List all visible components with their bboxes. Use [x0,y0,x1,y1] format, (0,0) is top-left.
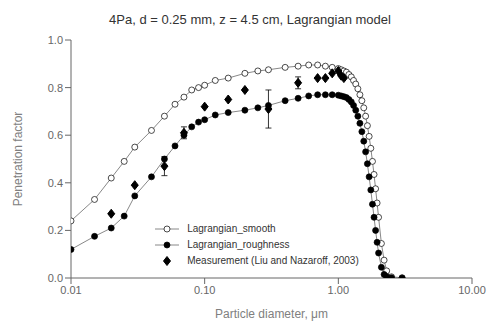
svg-text:Particle diameter, μm: Particle diameter, μm [215,307,328,321]
svg-text:0.6: 0.6 [48,129,63,141]
html-text:4Pa, d = 0.25 mm, z = 4.5 cm,: 4Pa, d = 0.25 mm, z = 4.5 cm, Lagrangian… [109,12,391,27]
svg-text:0.0: 0.0 [48,272,63,284]
html-text:Lagrangian_smooth: Lagrangian_smooth [187,223,276,234]
html-text:Measurement (Liu and Nazaroff,: Measurement (Liu and Nazaroff, 2003) [187,255,359,266]
svg-text:0.01: 0.01 [60,284,81,296]
svg-text:10.00: 10.00 [458,284,486,296]
svg-text:0.10: 0.10 [194,284,215,296]
svg-text:0.8: 0.8 [48,82,63,94]
svg-text:Penetration factor: Penetration factor [11,112,25,207]
svg-text:0.4: 0.4 [48,177,63,189]
svg-text:1.00: 1.00 [328,284,349,296]
svg-text:1.0: 1.0 [48,34,63,46]
html-text:Lagrangian_roughness: Lagrangian_roughness [187,239,290,250]
svg-text:0.2: 0.2 [48,224,63,236]
